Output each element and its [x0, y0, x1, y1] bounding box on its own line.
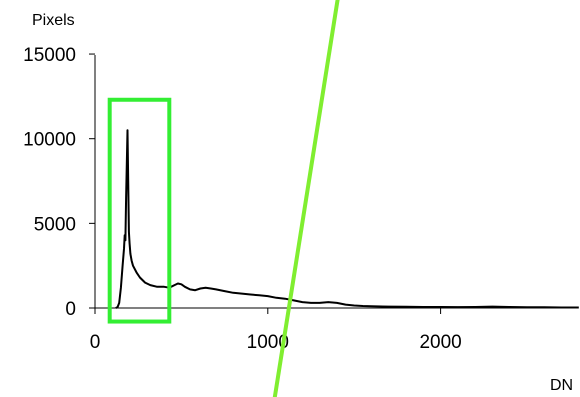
y-tick-label: 15000	[23, 45, 76, 66]
ticks	[89, 53, 442, 314]
x-axis-label: DN	[550, 377, 573, 394]
annotation-layer	[107, 0, 340, 397]
histogram-line	[115, 129, 579, 309]
series-layer	[115, 129, 579, 309]
x-tick-label: 0	[90, 332, 101, 353]
axes	[94, 55, 578, 309]
tick-labels: 0 5000 10000 15000 0 1000 2000	[23, 45, 462, 353]
y-tick-label: 5000	[34, 214, 76, 235]
threshold-line	[272, 0, 340, 397]
peak-highlight-box	[107, 97, 172, 324]
x-tick-label: 2000	[419, 332, 461, 353]
y-axis-label: Pixels	[32, 12, 75, 29]
x-tick-label: 1000	[247, 332, 289, 353]
y-tick-label: 10000	[23, 130, 76, 151]
y-tick-label: 0	[65, 299, 76, 320]
